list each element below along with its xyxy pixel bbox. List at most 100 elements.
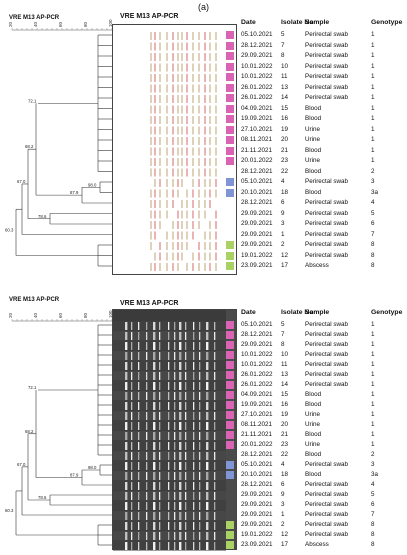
row-isolate-no: 17 [281, 262, 289, 269]
row-isolate-no: 23 [281, 441, 289, 448]
row-date: 26.01.2022 [241, 83, 273, 91]
row-isolate-no: 15 [281, 391, 289, 398]
genotype-color-swatch [226, 351, 234, 359]
row-sample: Perirectal swab [305, 371, 349, 378]
row-date: 29.09.2021 [241, 220, 273, 227]
row-isolate-no: 4 [281, 178, 285, 185]
row-date: 04.09.2021 [241, 391, 273, 398]
row-date: 23.09.2021 [241, 541, 273, 548]
row-sample: Perirectal swab [305, 83, 349, 91]
row-date: 21.11.2021 [241, 431, 273, 438]
header-sample: Sample [305, 309, 330, 316]
genotype-color-swatch [226, 41, 234, 50]
row-genotype: 1 [371, 125, 375, 133]
node-similarity-label: 68.2 [25, 429, 34, 434]
row-isolate-no: 22 [281, 167, 289, 175]
row-sample: Perirectal swab [305, 491, 349, 498]
scale-tick-label: 20 [8, 21, 13, 27]
row-genotype: 5 [371, 209, 375, 217]
row-sample: Blood [305, 167, 322, 175]
table-row: 29.09.2021 8 Perirectal swab 1 [0, 340, 407, 350]
gel-band-image [113, 310, 226, 551]
row-isolate-no: 3 [281, 501, 285, 508]
genotype-color-swatch [226, 104, 234, 113]
row-date: 29.09.2021 [241, 241, 273, 248]
genotype-color-swatch [226, 52, 234, 60]
row-sample: Perirectal swab [305, 501, 349, 508]
row-date: 05.10.2021 [241, 321, 273, 328]
table-row: 29.09.2021 9 Perirectal swab 5 [0, 209, 407, 219]
genotype-color-swatch [226, 331, 234, 339]
node-similarity-label: 78.6 [38, 214, 47, 219]
row-isolate-no: 11 [281, 73, 288, 80]
row-isolate-no: 19 [281, 125, 289, 133]
genotype-color-swatch [226, 541, 234, 549]
row-date: 21.11.2021 [241, 146, 273, 154]
header-isolate: Isolate No [281, 19, 314, 26]
table-row: 29.09.2021 2 Perirectal swab 8 [0, 520, 407, 530]
figure-label: (a) [198, 2, 209, 12]
dendrogram-panel-bottom: VRE M13 AP-PCR VRE M13 AP-PCR 100 80 60 40 2… [0, 275, 407, 551]
table-row: 26.01.2022 13 Perirectal swab 1 [0, 83, 407, 93]
dendrogram: 72.1 98.0 87.9 68.2 78.6 67.0 60.3 [5, 324, 112, 546]
row-date: 19.01.2022 [241, 251, 273, 259]
row-genotype: 2 [371, 167, 375, 175]
genotype-color-swatch [226, 125, 234, 134]
table-row: 28.12.2021 7 Perirectal swab 1 [0, 330, 407, 340]
row-date: 26.01.2022 [241, 381, 273, 388]
row-genotype: 2 [371, 451, 375, 458]
node-similarity-label: 98.0 [88, 182, 97, 187]
row-genotype: 1 [371, 321, 375, 328]
row-sample: Perirectal swab [305, 511, 349, 518]
row-sample: Perirectal swab [305, 62, 349, 70]
genotype-color-swatch [226, 431, 234, 439]
row-genotype: 6 [371, 501, 375, 508]
row-date: 19.09.2021 [241, 401, 273, 408]
row-date: 10.01.2022 [241, 73, 273, 80]
node-similarity-label: 68.2 [25, 144, 34, 149]
row-date: 29.09.2021 [241, 230, 273, 238]
table-row: 10.01.2022 11 Perirectal swab 1 [0, 360, 407, 370]
row-genotype: 1 [371, 52, 375, 59]
row-date: 19.09.2021 [241, 115, 273, 122]
table-row: 08.11.2021 20 Urine 1 [0, 420, 407, 430]
row-isolate-no: 15 [281, 104, 289, 112]
row-date: 10.01.2022 [241, 351, 273, 358]
genotype-color-swatch [226, 83, 234, 92]
row-isolate-no: 18 [281, 188, 289, 196]
table-row: 20.01.2022 23 Urine 1 [0, 156, 407, 166]
row-genotype: 4 [371, 199, 375, 206]
node-similarity-label: 60.3 [5, 508, 14, 513]
row-date: 10.01.2022 [241, 62, 273, 70]
row-isolate-no: 7 [281, 331, 285, 338]
genotype-color-swatch [226, 401, 234, 409]
row-isolate-no: 9 [281, 491, 285, 498]
node-similarity-label: 98.0 [88, 465, 97, 470]
genotype-color-swatch [226, 188, 234, 197]
table-row: 08.11.2021 20 Urine 1 [0, 135, 407, 145]
row-date: 29.09.2021 [241, 521, 273, 528]
row-isolate-no: 12 [281, 251, 289, 259]
row-genotype: 1 [371, 371, 375, 378]
genotype-color-swatch [226, 521, 234, 529]
table-row: 28.12.2021 22 Blood 2 [0, 450, 407, 460]
row-isolate-no: 3 [281, 220, 285, 227]
row-sample: Perirectal swab [305, 52, 349, 59]
row-sample: Urine [305, 157, 321, 164]
row-date: 20.01.2022 [241, 157, 273, 164]
row-genotype: 1 [371, 83, 375, 91]
row-date: 29.09.2021 [241, 52, 273, 59]
table-row: 29.09.2021 8 Perirectal swab 1 [0, 51, 407, 61]
row-genotype: 1 [371, 146, 375, 154]
table-row: 26.01.2022 14 Perirectal swab 1 [0, 380, 407, 390]
row-genotype: 1 [371, 331, 375, 338]
table-row: 27.10.2021 19 Urine 1 [0, 125, 407, 135]
genotype-color-swatch [226, 471, 234, 479]
row-isolate-no: 22 [281, 451, 289, 458]
genotype-color-swatch [226, 421, 234, 429]
row-isolate-no: 10 [281, 62, 289, 70]
genotype-color-swatch [226, 371, 234, 379]
node-similarity-label: 60.3 [5, 227, 14, 232]
row-date: 26.01.2022 [241, 371, 273, 378]
genotype-color-swatch [226, 531, 234, 539]
